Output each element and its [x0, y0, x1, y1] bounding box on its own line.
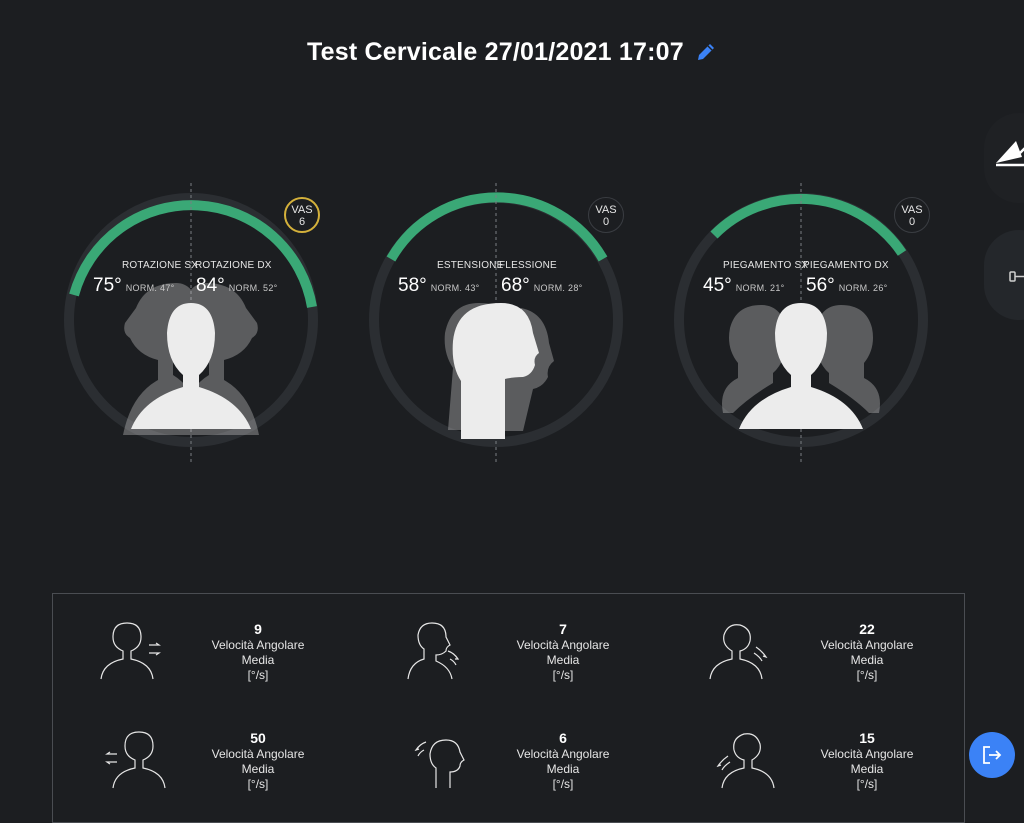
norm-right: NORM. 26° [838, 283, 888, 293]
velocity-label: Velocità Angolare Media [°/s] [193, 638, 323, 683]
velocity-label-line2: Media [546, 762, 580, 776]
velocity-bending-left: 15 Velocità Angolare Media [°/s] [662, 730, 962, 820]
velocity-value: 50 [250, 730, 266, 746]
vas-label: VAS [901, 204, 923, 216]
vas-value: 6 [298, 216, 306, 228]
velocity-label-line2: Media [241, 762, 275, 776]
norm-left: NORM. 47° [125, 283, 175, 293]
gauge-bending: VAS 0 PIEGAMENTO SX PIEGAMENTO DX 45° NOR… [666, 183, 936, 463]
velocity-label: Velocità Angolare Media [°/s] [802, 747, 932, 792]
value-right: 56° NORM. 26° [806, 275, 888, 297]
velocity-label: Velocità Angolare Media [°/s] [498, 638, 628, 683]
velocity-label-line1: Velocità Angolare [820, 747, 914, 761]
exit-button[interactable] [969, 732, 1015, 778]
side-button-exercise[interactable] [984, 230, 1024, 320]
velocity-label-line2: Media [546, 653, 580, 667]
label-right: ROTAZIONE DX [195, 260, 272, 271]
vas-badge: VAS 6 [284, 197, 320, 233]
value-right-number: 84° [196, 275, 225, 296]
velocity-label: Velocità Angolare Media [°/s] [498, 747, 628, 792]
velocity-unit: [°/s] [552, 777, 574, 791]
velocity-extension: 6 Velocità Angolare Media [°/s] [358, 730, 658, 820]
norm-left: NORM. 43° [430, 283, 480, 293]
head-bend-left-icon [716, 733, 775, 789]
value-left: 75° NORM. 47° [93, 275, 175, 297]
page-title-text: Test Cervicale 27/01/2021 17:07 [307, 38, 684, 66]
triangle-arrow-icon [996, 141, 1024, 167]
gauge-bending-graphic [674, 183, 928, 463]
velocity-rotation-left: 50 Velocità Angolare Media [°/s] [53, 730, 353, 820]
velocity-rotation-right: 9 Velocità Angolare Media [°/s] [53, 621, 353, 711]
label-right: FLESSIONE [499, 260, 557, 271]
gauge-extension-graphic [369, 183, 623, 463]
head-extension-icon [414, 739, 465, 788]
vas-value: 0 [908, 216, 916, 228]
label-left: PIEGAMENTO SX [723, 260, 809, 271]
norm-right: NORM. 52° [228, 283, 278, 293]
gauge-extension: VAS 0 ESTENSIONE FLESSIONE 58° NORM. 43° … [361, 183, 631, 463]
value-left-number: 75° [93, 275, 122, 296]
velocity-panel: 9 Velocità Angolare Media [°/s] 7 Veloci… [52, 593, 965, 823]
value-right: 84° NORM. 52° [196, 275, 278, 297]
velocity-label-line1: Velocità Angolare [820, 638, 914, 652]
velocity-label: Velocità Angolare Media [°/s] [802, 638, 932, 683]
velocity-label-line2: Media [850, 762, 884, 776]
vas-label: VAS [291, 204, 313, 216]
vas-label: VAS [595, 204, 617, 216]
velocity-value: 6 [559, 730, 567, 746]
velocity-bending-right: 22 Velocità Angolare Media [°/s] [662, 621, 962, 711]
head-rotate-right-icon [100, 622, 161, 680]
value-left: 58° NORM. 43° [398, 275, 480, 297]
label-left: ESTENSIONE [437, 260, 504, 271]
velocity-label-line1: Velocità Angolare [516, 747, 610, 761]
velocity-unit: [°/s] [856, 668, 878, 682]
velocity-flexion: 7 Velocità Angolare Media [°/s] [358, 621, 658, 711]
head-bend-right-icon [709, 624, 768, 680]
gauge-rotation-graphic [64, 183, 318, 463]
value-left: 45° NORM. 21° [703, 275, 785, 297]
label-left: ROTAZIONE SX [122, 260, 199, 271]
velocity-unit: [°/s] [552, 668, 574, 682]
vas-badge: VAS 0 [588, 197, 624, 233]
page-title: Test Cervicale 27/01/2021 17:07 [0, 38, 1024, 70]
vas-badge: VAS 0 [894, 197, 930, 233]
velocity-value: 15 [859, 730, 875, 746]
norm-left: NORM. 21° [735, 283, 785, 293]
velocity-label: Velocità Angolare Media [°/s] [193, 747, 323, 792]
vas-value: 0 [602, 216, 610, 228]
value-right: 68° NORM. 28° [501, 275, 583, 297]
label-right: PIEGAMENTO DX [803, 260, 889, 271]
velocity-label-line2: Media [241, 653, 275, 667]
velocity-value: 9 [254, 621, 262, 637]
head-flexion-icon [407, 622, 460, 680]
side-button-measure[interactable] [984, 113, 1024, 203]
velocity-unit: [°/s] [856, 777, 878, 791]
gauge-rotation: VAS 6 ROTAZIONE SX ROTAZIONE DX 75° NORM.… [56, 183, 326, 463]
norm-right: NORM. 28° [533, 283, 583, 293]
velocity-label-line2: Media [850, 653, 884, 667]
value-left-number: 45° [703, 275, 732, 296]
velocity-value: 7 [559, 621, 567, 637]
value-right-number: 56° [806, 275, 835, 296]
velocity-value: 22 [859, 621, 875, 637]
head-rotate-left-icon [105, 731, 166, 789]
dumbbell-icon [1009, 271, 1024, 282]
velocity-label-line1: Velocità Angolare [211, 638, 305, 652]
pencil-icon[interactable] [695, 41, 717, 70]
velocity-label-line1: Velocità Angolare [211, 747, 305, 761]
velocity-unit: [°/s] [247, 668, 269, 682]
exit-icon [983, 746, 1002, 764]
velocity-unit: [°/s] [247, 777, 269, 791]
value-right-number: 68° [501, 275, 530, 296]
velocity-label-line1: Velocità Angolare [516, 638, 610, 652]
value-left-number: 58° [398, 275, 427, 296]
